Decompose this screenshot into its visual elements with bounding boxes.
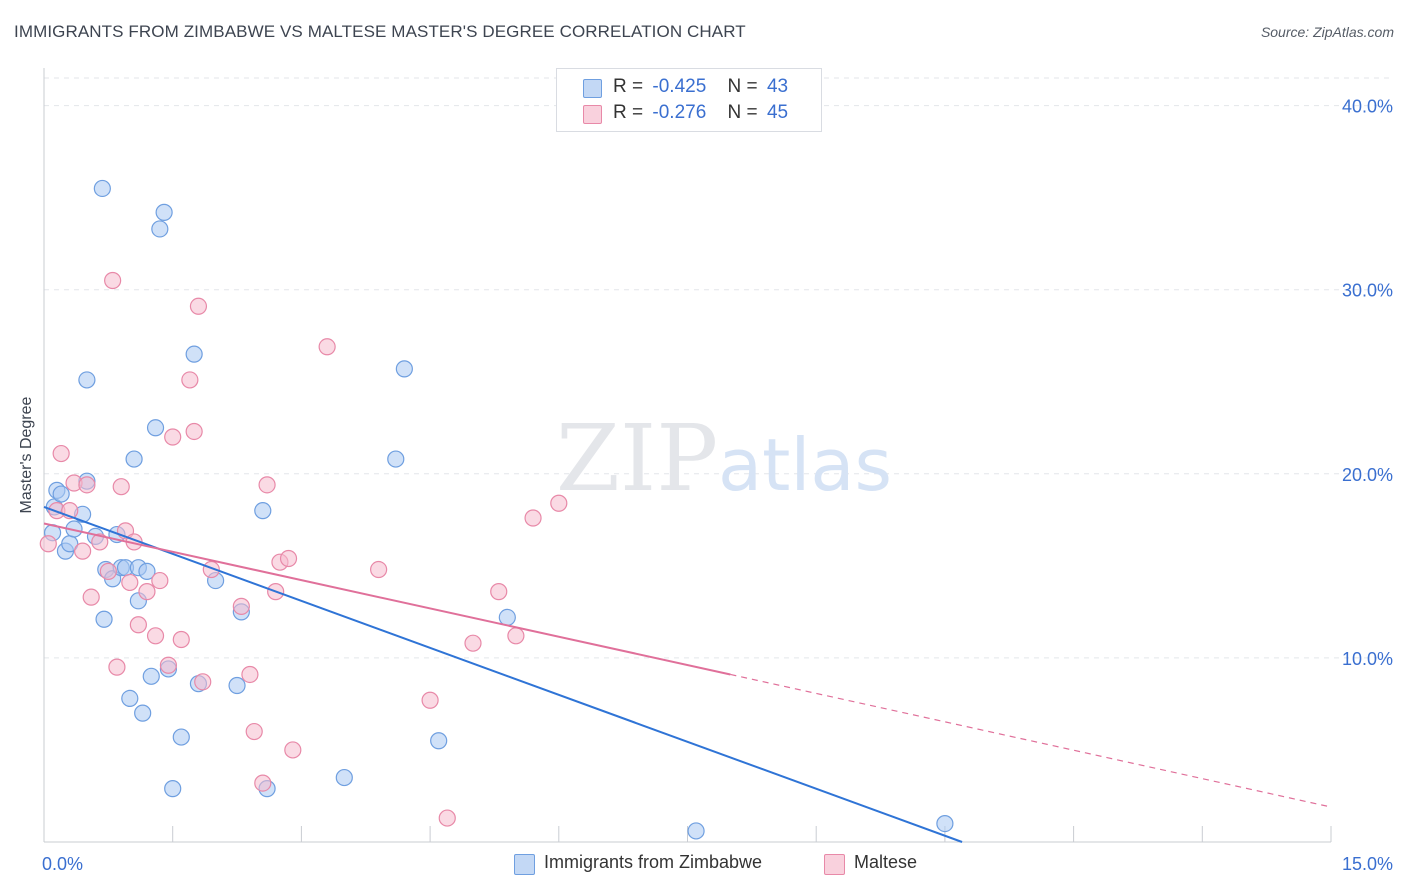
maltese-point	[99, 562, 117, 580]
axes	[43, 68, 1332, 843]
zimbabwe-point	[335, 768, 353, 787]
trend-lines	[43, 506, 1332, 843]
maltese-point	[318, 338, 336, 356]
maltese-point	[194, 673, 212, 691]
maltese-point	[245, 722, 263, 741]
zimbabwe-point	[164, 780, 182, 798]
zimbabwe-point	[228, 676, 246, 695]
maltese-point	[550, 494, 568, 512]
zimbabwe-point	[936, 814, 954, 833]
data-points	[39, 179, 954, 840]
maltese-trend-extension	[730, 673, 1332, 808]
maltese-point	[129, 616, 147, 634]
zimbabwe-point	[138, 562, 156, 580]
zimbabwe-point	[155, 203, 173, 221]
zimbabwe-point	[151, 220, 169, 238]
maltese-point	[189, 297, 208, 315]
zimbabwe-point	[254, 502, 272, 520]
zimbabwe-point	[78, 371, 96, 389]
maltese-point	[507, 627, 525, 645]
bottom-legend-label: Maltese	[854, 852, 918, 872]
maltese-point	[279, 549, 298, 568]
maltese-point	[108, 658, 126, 676]
legend-r-value: -0.425	[652, 76, 707, 97]
maltese-point	[421, 691, 439, 709]
legend-r-value: -0.276	[652, 102, 707, 123]
maltese-point	[241, 665, 259, 684]
maltese-point	[52, 444, 70, 463]
legend-n-label: N =	[727, 76, 758, 97]
zimbabwe-point	[387, 450, 405, 468]
zimbabwe-point	[125, 450, 143, 468]
maltese-point	[121, 573, 139, 592]
maltese-point	[39, 535, 57, 553]
maltese-point	[258, 476, 276, 494]
maltese-point	[464, 634, 482, 652]
maltese-point	[185, 422, 203, 441]
source-credit: Source: ZipAtlas.com	[1260, 24, 1394, 40]
maltese-point	[181, 371, 199, 389]
zimbabwe-point	[172, 728, 190, 746]
maltese-point	[164, 428, 182, 446]
legend-n-value: 43	[766, 76, 789, 97]
maltese-point	[284, 741, 302, 759]
maltese-point	[112, 478, 130, 496]
grid-lines	[44, 77, 1392, 659]
bottom-legend-swatch-blue	[514, 854, 535, 875]
chart-title: IMMIGRANTS FROM ZIMBABWE VS MALTESE MAST…	[14, 22, 746, 41]
y-tick-label: 30.0%	[1342, 281, 1393, 301]
x-tick-label-min: 0.0%	[42, 854, 83, 874]
watermark-atlas: atlas	[718, 423, 892, 507]
x-tick-label-max: 15.0%	[1342, 854, 1393, 874]
maltese-point	[490, 583, 508, 601]
maltese-point	[370, 560, 388, 579]
zimbabwe-point	[185, 345, 203, 363]
maltese-point	[138, 583, 156, 601]
zimbabwe-point	[95, 610, 113, 628]
maltese-point	[524, 509, 542, 527]
watermark-zip: ZIP	[556, 405, 718, 512]
maltese-point	[254, 774, 272, 792]
maltese-point	[172, 630, 190, 649]
maltese-point	[232, 597, 250, 615]
bottom-legend-label: Immigrants from Zimbabwe	[544, 852, 763, 872]
maltese-point	[104, 271, 122, 290]
legend-swatch-pink	[583, 105, 602, 124]
legend-swatch-blue	[583, 79, 602, 98]
y-tick-label: 20.0%	[1342, 465, 1393, 485]
maltese-point	[78, 476, 96, 494]
zimbabwe-point	[687, 822, 705, 840]
legend-n-value: 45	[766, 102, 789, 123]
y-tick-label: 40.0%	[1342, 97, 1393, 117]
legend-r-label: R =	[613, 76, 644, 97]
zimbabwe-trend-line	[43, 506, 963, 843]
bottom-legend-swatch-pink	[824, 854, 845, 875]
maltese-point	[159, 656, 178, 674]
zimbabwe-point	[430, 732, 448, 750]
maltese-trend-line	[43, 522, 731, 676]
zimbabwe-point	[121, 689, 139, 708]
zimbabwe-point	[93, 179, 111, 198]
zimbabwe-point	[498, 608, 516, 627]
maltese-point	[91, 533, 109, 551]
tick-labels: 10.0% 20.0% 30.0% 40.0% 0.0% 15.0%	[42, 97, 1393, 874]
zimbabwe-point	[134, 704, 152, 722]
maltese-point	[82, 588, 100, 606]
maltese-point	[438, 809, 456, 827]
y-tick-label: 10.0%	[1342, 649, 1393, 669]
zimbabwe-point	[142, 667, 160, 685]
zimbabwe-point	[52, 485, 70, 503]
zimbabwe-point	[146, 419, 165, 437]
zimbabwe-point	[395, 360, 413, 378]
legend-r-label: R =	[613, 102, 644, 123]
correlation-legend: R = -0.425 N = 43 R = -0.276 N = 45	[556, 68, 822, 132]
maltese-point	[74, 542, 92, 560]
legend-n-label: N =	[727, 102, 758, 123]
maltese-point	[146, 627, 165, 645]
maltese-point	[151, 571, 169, 590]
